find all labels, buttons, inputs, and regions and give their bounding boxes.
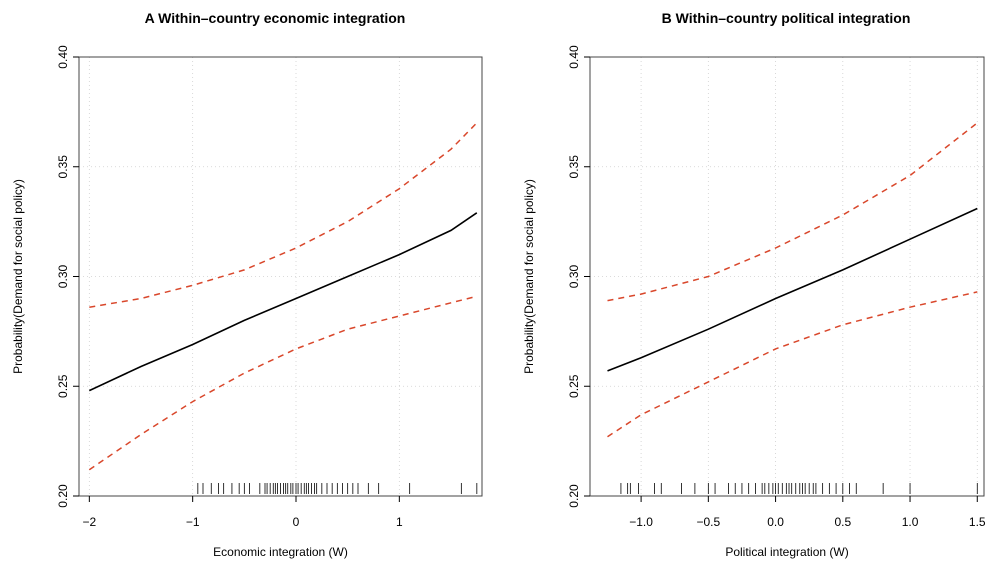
panel-a-estimate-line (88, 212, 478, 392)
panel-a: A Within–country economic integration 0.2… (11, 10, 483, 559)
panel-a-xtick-label-3: 1 (396, 515, 403, 529)
panel-a-xlabel: Economic integration (W) (213, 545, 348, 559)
panel-b-ytick-label-2: 0.30 (567, 264, 581, 288)
panel-b-upper-ci-line (607, 122, 978, 302)
panel-b-ytick-label-4: 0.40 (567, 45, 581, 69)
panel-a-ytick-label-3: 0.35 (56, 155, 70, 179)
panel-b-title: B Within–country political integration (662, 10, 911, 26)
panel-a-ytick-label-4: 0.40 (56, 45, 70, 69)
panel-b-xtick-label-0: −1.0 (629, 515, 653, 529)
panel-b: B Within–country political integration 0.… (522, 10, 986, 559)
panel-b-xlabel: Political integration (W) (725, 545, 848, 559)
panel-a-title: A Within–country economic integration (145, 10, 406, 26)
panel-b-xtick-label-2: 0.0 (767, 515, 784, 529)
panel-b-xtick-label-4: 1.0 (902, 515, 919, 529)
panel-a-upper-ci-line (89, 122, 478, 308)
panel-b-lower-ci-line (607, 291, 978, 438)
panel-a-ytick-label-0: 0.20 (56, 484, 70, 508)
panel-a-xtick-label-1: −1 (186, 515, 200, 529)
panel-b-ytick-label-3: 0.35 (567, 155, 581, 179)
panel-b-ylabel: Probability(Demand for social policy) (522, 179, 536, 374)
panel-a-xtick-label-2: 0 (293, 515, 300, 529)
panel-b-ytick-label-0: 0.20 (567, 484, 581, 508)
panel-b-ytick-label-1: 0.25 (567, 374, 581, 398)
panel-a-ytick-label-2: 0.30 (56, 264, 70, 288)
panel-a-lower-ci-line (88, 295, 477, 471)
panel-b-xtick-label-5: 1.5 (969, 515, 986, 529)
panel-b-xtick-label-1: −0.5 (696, 515, 720, 529)
panel-b-xtick-label-3: 0.5 (834, 515, 851, 529)
panel-a-ylabel: Probability(Demand for social policy) (11, 179, 25, 374)
panel-a-ytick-label-1: 0.25 (56, 374, 70, 398)
panel-a-xtick-label-0: −2 (82, 515, 96, 529)
panel-b-estimate-line (607, 207, 978, 372)
